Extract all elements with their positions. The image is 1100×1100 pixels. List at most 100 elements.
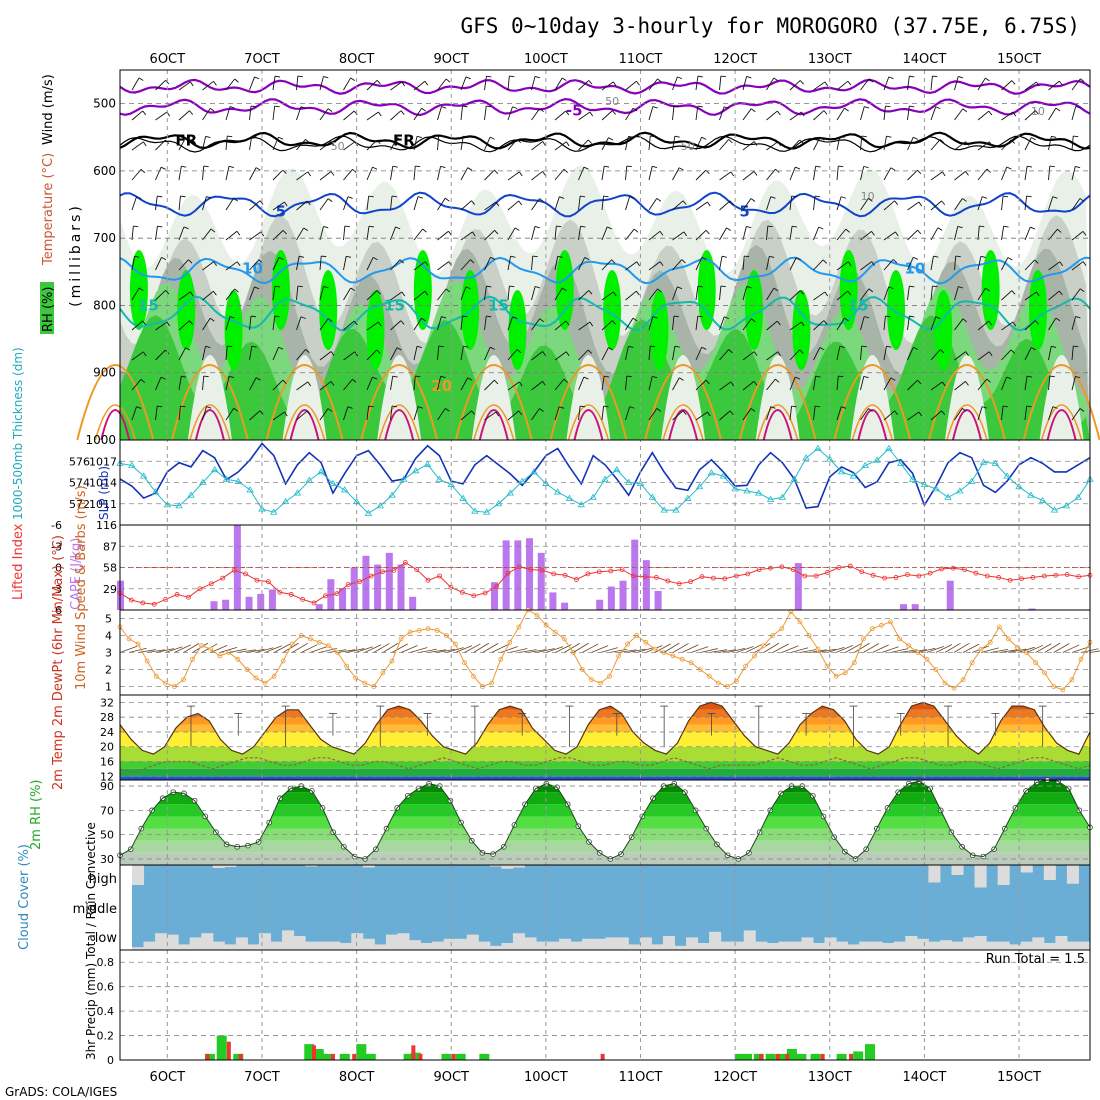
wind-barb — [1071, 106, 1077, 121]
low-cloud-gap — [870, 941, 883, 950]
wind-barb — [225, 136, 228, 151]
wind-barb — [202, 261, 215, 271]
wind-barb — [554, 256, 559, 271]
wind-barb — [954, 286, 959, 301]
lifted-index-line — [119, 561, 1091, 605]
precip-tick-label: 0 — [107, 1054, 114, 1067]
surface-wind-barb — [1071, 646, 1090, 653]
isotherm-20-arch — [170, 364, 249, 441]
wind-barb — [930, 256, 934, 271]
slp-background — [120, 440, 1090, 525]
wind-barb-flag — [416, 135, 422, 138]
wind-barb-flag — [705, 229, 710, 235]
wind-barb — [648, 106, 654, 121]
wind-barb — [272, 106, 276, 121]
wind-barb-flag — [917, 229, 922, 235]
rh-shading-band — [120, 315, 1090, 440]
wind-barb-flag — [161, 256, 167, 261]
wind-barb — [202, 80, 214, 91]
wind-barb-flag — [190, 81, 194, 87]
wind-barb — [860, 346, 863, 361]
surface-wind-barb — [990, 648, 1009, 653]
wind-barb-flag — [580, 195, 586, 198]
wind-barb — [766, 226, 769, 241]
wind-barb — [202, 196, 207, 211]
wind-barb-flag — [330, 171, 335, 176]
wind-barb-flag — [1073, 345, 1079, 348]
wind-barb-flag — [465, 76, 471, 80]
wind-barb-flag — [157, 225, 163, 228]
wind-barb-flag — [1075, 375, 1081, 379]
wind-barb-flag — [606, 226, 612, 230]
isotherm-20-arch-inner — [662, 404, 704, 441]
low-cloud-gap — [478, 941, 491, 950]
wind-barb-flag — [892, 259, 898, 264]
wind-barb-flag — [424, 290, 429, 296]
lifted-index-marker — [243, 571, 248, 577]
cape-bar — [222, 599, 230, 610]
boundary-layer-pocket — [566, 355, 611, 440]
wind-barb-flag — [815, 375, 821, 378]
wind-barb-flag — [608, 347, 614, 351]
wind-barb-flag — [890, 377, 896, 381]
wind-barb — [719, 139, 730, 151]
wind-barb-flag — [909, 105, 915, 108]
surface-wind-barb — [736, 646, 754, 653]
wind-barb-flag — [957, 225, 963, 229]
isotherm-20-arch — [76, 364, 155, 441]
wind-barb — [672, 106, 675, 121]
wind-barb-flag — [278, 346, 284, 350]
thickness-marker — [388, 491, 396, 498]
precip-tick-label: 0.8 — [97, 956, 115, 969]
wind-barb-flag — [565, 141, 570, 147]
lifted-index-marker — [231, 567, 237, 573]
wind-barb — [954, 141, 966, 151]
wind-barb — [1001, 196, 1004, 211]
wind-barb-flag — [565, 320, 570, 326]
low-cloud-gap — [1020, 941, 1033, 950]
surface-wind-barb — [745, 644, 762, 653]
isotherm-20-arch-inner — [378, 404, 420, 441]
wind-barb-flag — [583, 166, 589, 170]
wind-barb — [695, 106, 699, 121]
precip-convective-bar — [849, 1053, 854, 1060]
wind-barb — [460, 316, 463, 331]
wind-barb — [648, 230, 661, 241]
wind-barb-flag — [470, 259, 475, 264]
precip-total-bar — [216, 1035, 227, 1060]
wind-barb — [648, 261, 661, 271]
wind-barb-flag — [210, 228, 216, 233]
wind-barb — [202, 318, 211, 331]
wind-barb-flag — [985, 287, 990, 292]
surface-wind-barb — [237, 649, 256, 653]
wind-barb-flag — [636, 261, 640, 267]
wind-barb — [343, 110, 355, 121]
low-cloud-gap — [674, 945, 687, 950]
precip-total-bar — [479, 1053, 490, 1060]
wind-barb — [296, 106, 302, 121]
wind-barb-flag — [724, 316, 730, 320]
wind-barb-flag — [753, 351, 758, 356]
surface-wind-barb — [409, 647, 428, 653]
low-cloud-gap — [743, 930, 756, 950]
low-cloud-gap — [997, 941, 1010, 950]
thickness-marker — [471, 507, 479, 514]
wind-barb — [766, 256, 770, 271]
rh-peak-cell — [697, 250, 716, 330]
slp-axis-label: SLP (mb) — [97, 466, 111, 520]
wind-barb-flag — [988, 110, 993, 116]
high-cloud-gap — [1020, 865, 1033, 873]
wind-barb — [484, 286, 487, 301]
wind-speed-tick-label: 5 — [105, 613, 112, 626]
wind-barb — [178, 347, 186, 361]
wind-barb-flag — [628, 345, 634, 348]
precip-axis-label: 3hr Precip (mm) Total / Rain Convective — [84, 822, 98, 1060]
wind-barb — [366, 139, 378, 151]
wind-barb-flag — [886, 135, 892, 138]
precip-frame — [119, 949, 1091, 1061]
wind-barb — [507, 410, 519, 421]
isotherm-20-arch-inner — [946, 404, 988, 441]
wind-barb-flag — [399, 259, 404, 264]
wind-barb-flag — [697, 105, 703, 108]
wind-barb-flag — [378, 321, 382, 327]
